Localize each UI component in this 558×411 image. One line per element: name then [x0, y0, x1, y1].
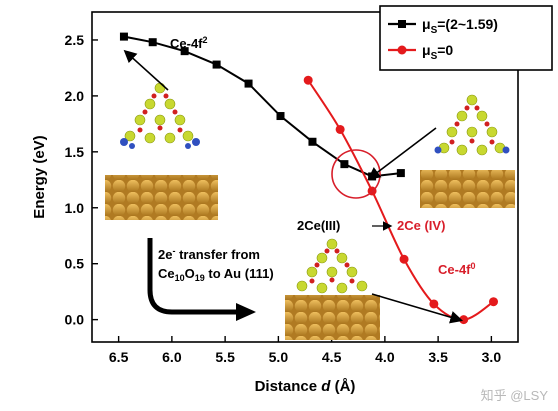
pointer-arrow-top-left [123, 49, 169, 91]
series-1-point [340, 160, 349, 169]
ce4-label: 2Ce (IV) [397, 218, 445, 233]
transfer-label-line1: 2e- transfer from [158, 246, 260, 262]
series-1-point [244, 79, 253, 88]
series-1-point [119, 32, 128, 41]
x-tick-label: 4.5 [322, 349, 342, 365]
legend-label-series-1: μS=(2~1.59) [422, 16, 498, 36]
x-tick-label: 3.0 [482, 349, 502, 365]
transfer-label-line2: Ce10O19 to Au (111) [158, 266, 274, 283]
legend-label-series-2: μS=0 [422, 42, 453, 62]
series-1-point [396, 169, 405, 178]
series-1-point [308, 137, 317, 146]
x-tick-label: 5.0 [269, 349, 289, 365]
au-slab-right [420, 170, 515, 208]
x-tick-label: 6.0 [162, 349, 182, 365]
y-axis: 0.0 0.5 1.0 1.5 2.0 2.5 [65, 32, 98, 328]
pointer-arrow-top-right [367, 127, 437, 180]
series-1-point [180, 47, 189, 56]
series-1-point [148, 38, 157, 47]
series-2-point [429, 299, 439, 309]
au-slab-left [105, 175, 218, 220]
x-tick-label: 4.0 [375, 349, 395, 365]
series-2-point [489, 297, 499, 307]
x-tick-label: 6.5 [109, 349, 129, 365]
y-tick-label: 1.0 [65, 200, 85, 216]
x-tick-label: 3.5 [428, 349, 448, 365]
series-2-point [459, 315, 469, 325]
transfer-arrow [147, 238, 238, 315]
plot-frame [91, 11, 519, 343]
y-axis-label: Energy (eV) [31, 135, 48, 218]
ceo-cluster-left [120, 82, 200, 149]
au-slab-bottom [285, 295, 380, 340]
y-tick-label: 0.5 [65, 256, 85, 272]
watermark: 知乎 @LSY [481, 388, 549, 403]
y-tick-label: 0.0 [65, 312, 85, 328]
series-1-point [212, 60, 221, 69]
ce4f0-label: Ce-4f0 [438, 261, 476, 277]
ce3-label: 2Ce(III) [297, 218, 340, 233]
x-tick-label: 5.5 [215, 349, 235, 365]
legend-marker-series-1 [398, 20, 406, 28]
transfer-arrow-head [236, 303, 256, 321]
series-2-point [335, 124, 345, 134]
pointer-arrow-bottom-right [371, 293, 464, 324]
ce4f2-label: Ce-4f2 [170, 35, 208, 51]
series-1-line [123, 35, 401, 178]
series-2-point [399, 254, 409, 264]
series-1-point [276, 112, 285, 121]
y-tick-label: 2.5 [65, 32, 85, 48]
series-2-point [303, 75, 313, 85]
legend-marker-series-2 [397, 45, 407, 55]
x-axis-label: Distance d (Å) [255, 378, 356, 395]
series-1 [119, 32, 405, 181]
x-axis: 6.5 6.0 5.5 5.0 4.5 4.0 3.5 3.0 [109, 336, 501, 365]
legend: μS=(2~1.59) μS=0 [379, 5, 553, 71]
ceo-cluster-right [434, 94, 510, 156]
y-tick-label: 1.5 [65, 144, 85, 160]
ceo-cluster-bottom [296, 238, 368, 294]
y-tick-label: 2.0 [65, 88, 85, 104]
